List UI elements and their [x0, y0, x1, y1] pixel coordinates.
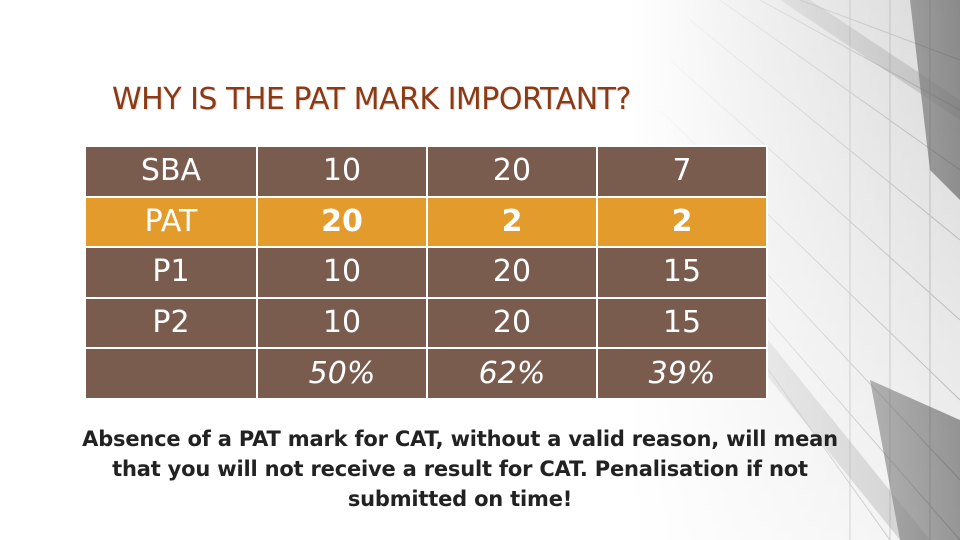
table-cell: 15: [596, 246, 768, 299]
table-cell: 10: [256, 145, 428, 198]
table-cell: 2: [426, 195, 598, 249]
table-cell: 20: [426, 296, 598, 350]
row-label: PAT: [84, 195, 258, 249]
footnote-line: that you will not receive a result for C…: [112, 457, 808, 481]
marks-table: SBA 10 20 7 PAT 20 2 2 P1 10 20 15 P2 10…: [84, 145, 768, 400]
table-cell: 10: [256, 246, 428, 299]
table-cell: 10: [256, 296, 428, 350]
table-row-total: 50% 62% 39%: [84, 347, 768, 400]
total-cell: 50%: [256, 347, 428, 400]
footnote-line: Absence of a PAT mark for CAT, without a…: [82, 427, 838, 451]
table-cell: 20: [426, 145, 598, 198]
total-cell: 62%: [426, 347, 598, 400]
table-cell: 7: [596, 145, 768, 198]
row-label: P1: [84, 246, 258, 299]
table-row-sba: SBA 10 20 7: [84, 145, 768, 198]
row-label: [84, 347, 258, 400]
footnote-line: submitted on time!: [347, 487, 573, 511]
total-cell: 39%: [596, 347, 768, 400]
table-cell: 2: [596, 195, 768, 249]
architecture-photo: [630, 0, 960, 540]
row-label: SBA: [84, 145, 258, 198]
table-cell: 20: [256, 195, 428, 249]
slide-title: WHY IS THE PAT MARK IMPORTANT?: [112, 82, 631, 117]
row-label: P2: [84, 296, 258, 350]
table-row-p1: P1 10 20 15: [84, 246, 768, 299]
background-architecture-image: [630, 0, 960, 540]
footnote: Absence of a PAT mark for CAT, without a…: [60, 424, 860, 514]
table-cell: 15: [596, 296, 768, 350]
table-row-pat: PAT 20 2 2: [84, 195, 768, 249]
table-cell: 20: [426, 246, 598, 299]
table-row-p2: P2 10 20 15: [84, 296, 768, 350]
